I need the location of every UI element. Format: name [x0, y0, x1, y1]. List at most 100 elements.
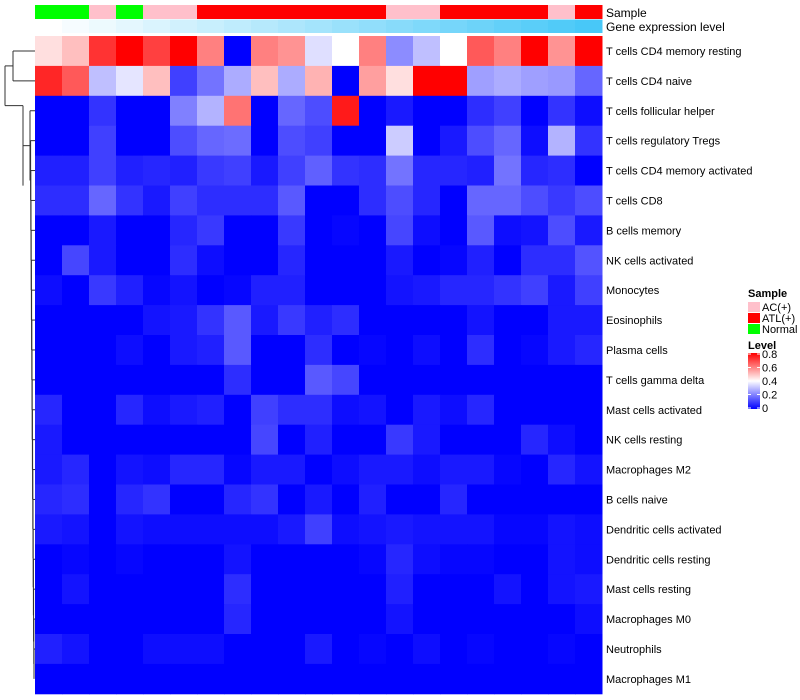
- heatmap-cell: [89, 634, 117, 665]
- heatmap-cell: [62, 394, 90, 426]
- gene-annotation-cell: [494, 19, 522, 33]
- heatmap-cell: [494, 544, 522, 575]
- heatmap-cell: [278, 634, 306, 665]
- heatmap-cell: [386, 245, 414, 276]
- heatmap-cell: [305, 275, 333, 306]
- heatmap-cell: [143, 634, 171, 665]
- heatmap-cell: [116, 394, 144, 426]
- heatmap-cell: [35, 155, 63, 186]
- heatmap-cell: [224, 364, 252, 396]
- heatmap-cell: [197, 65, 225, 97]
- heatmap-cell: [359, 185, 387, 216]
- heatmap-cell: [494, 634, 522, 665]
- heatmap-cell: [575, 604, 603, 635]
- heatmap-cell: [35, 604, 63, 635]
- heatmap-cell: [251, 484, 279, 515]
- heatmap-cell: [575, 544, 603, 575]
- heatmap-cell: [251, 36, 279, 67]
- heatmap-cell: [62, 574, 90, 605]
- heatmap-cell: [359, 95, 387, 127]
- heatmap-cell: [224, 155, 252, 186]
- heatmap-cell: [35, 424, 63, 456]
- heatmap-cell: [62, 663, 90, 695]
- heatmap-cell: [575, 364, 603, 396]
- heatmap-cell: [575, 634, 603, 665]
- heatmap-cell: [548, 335, 576, 366]
- heatmap-cell: [332, 155, 360, 186]
- heatmap-cell: [35, 275, 63, 306]
- heatmap-cell: [386, 424, 414, 456]
- heatmap-cell: [359, 394, 387, 426]
- heatmap-cell: [575, 454, 603, 485]
- heatmap-cell: [116, 125, 144, 157]
- heatmap-cell: [305, 604, 333, 635]
- heatmap-cell: [89, 36, 117, 67]
- gene-annotation-cell: [575, 19, 603, 33]
- heatmap-cell: [332, 185, 360, 216]
- heatmap-cell: [575, 185, 603, 216]
- heatmap-cell: [440, 185, 468, 216]
- heatmap-cell: [197, 394, 225, 426]
- heatmap-cell: [575, 95, 603, 127]
- heatmap-cell: [413, 454, 441, 485]
- heatmap-cell: [494, 185, 522, 216]
- heatmap-cell: [440, 604, 468, 635]
- heatmap-cell: [224, 424, 252, 456]
- heatmap-cell: [359, 275, 387, 306]
- heatmap-cell: [359, 155, 387, 186]
- gene-expression-annotation-bar: [35, 19, 603, 33]
- heatmap-cell: [332, 125, 360, 157]
- heatmap-cell: [467, 95, 495, 127]
- heatmap-cell: [251, 275, 279, 306]
- heatmap-cell: [89, 155, 117, 186]
- heatmap-cell: [170, 275, 198, 306]
- row-label: T cells CD4 memory activated: [606, 166, 753, 178]
- heatmap-cell: [494, 215, 522, 246]
- heatmap-cell: [386, 36, 414, 67]
- heatmap-cell: [170, 185, 198, 216]
- heatmap-cell: [521, 155, 549, 186]
- heatmap-cell: [386, 544, 414, 575]
- heatmap-cell: [467, 394, 495, 426]
- heatmap-cell: [386, 663, 414, 695]
- heatmap-cell: [521, 634, 549, 665]
- heatmap-cell: [332, 604, 360, 635]
- heatmap-cell: [521, 95, 549, 127]
- heatmap-cell: [278, 574, 306, 605]
- heatmap-cell: [116, 604, 144, 635]
- heatmap-cell: [548, 185, 576, 216]
- heatmap-cell: [89, 125, 117, 157]
- heatmap-cell: [467, 574, 495, 605]
- legend-entry-label: AC(+): [762, 302, 791, 314]
- row-label: Monocytes: [606, 285, 660, 297]
- heatmap-cell: [62, 634, 90, 665]
- heatmap-cell: [440, 125, 468, 157]
- heatmap-cell: [143, 36, 171, 67]
- heatmap-cell: [197, 574, 225, 605]
- heatmap-cell: [467, 544, 495, 575]
- heatmap-cell: [413, 574, 441, 605]
- row-label: Dendritic cells resting: [606, 554, 711, 566]
- heatmap-cell: [35, 95, 63, 127]
- heatmap-cell: [521, 215, 549, 246]
- heatmap-cell: [89, 185, 117, 216]
- heatmap-cell: [143, 95, 171, 127]
- heatmap-cell: [440, 245, 468, 276]
- gene-annotation-cell: [467, 19, 495, 33]
- heatmap-cell: [305, 335, 333, 366]
- heatmap-cell: [62, 155, 90, 186]
- heatmap-cell: [170, 454, 198, 485]
- heatmap-cell: [278, 305, 306, 336]
- row-label: Dendritic cells activated: [606, 524, 722, 536]
- heatmap-cell: [413, 185, 441, 216]
- heatmap-cell: [224, 663, 252, 695]
- sample-annotation-cell: [440, 5, 468, 19]
- row-label: Macrophages M2: [606, 465, 691, 477]
- heatmap-cell: [467, 634, 495, 665]
- heatmap-cell: [170, 544, 198, 575]
- heatmap-cell: [575, 335, 603, 366]
- heatmap-cell: [197, 36, 225, 67]
- heatmap-cell: [89, 604, 117, 635]
- heatmap-cell: [467, 215, 495, 246]
- sample-annotation-cell: [278, 5, 306, 19]
